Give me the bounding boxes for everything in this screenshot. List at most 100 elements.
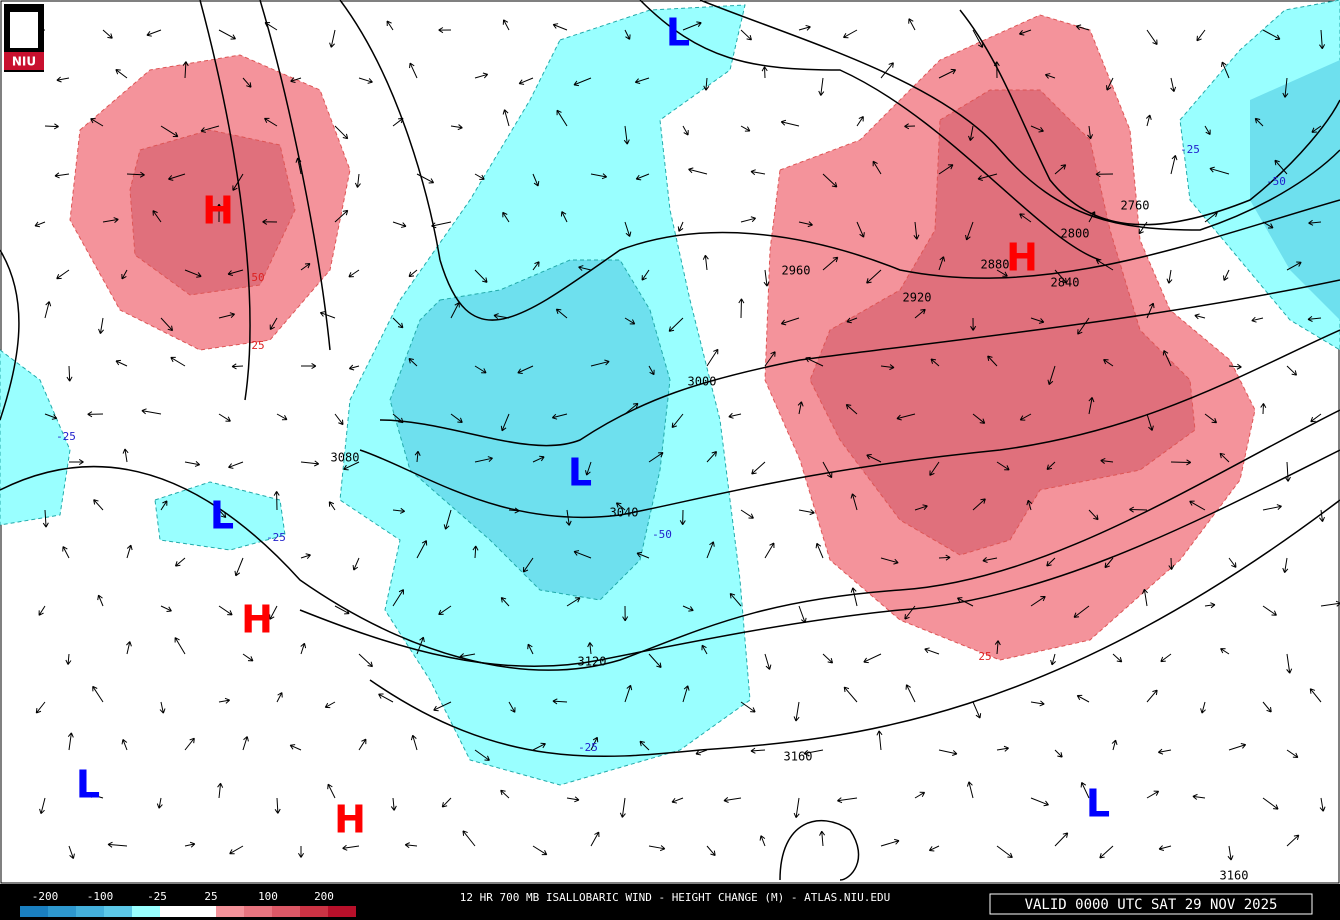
wind-arrow [573,550,592,559]
wind-arrow [590,736,599,751]
wind-arrow [414,450,421,463]
wind-arrow [229,845,244,855]
wind-arrow [587,642,594,655]
wind-arrow [856,221,865,238]
wind-arrow [1308,219,1322,226]
wind-arrow [1054,749,1063,758]
wind-arrow [566,597,581,607]
wind-arrow [1282,77,1289,98]
wind-arrow [232,173,244,191]
wind-arrow [65,653,72,665]
high-center: H [1006,236,1038,280]
change-label: -50 [652,528,672,541]
wind-arrow [573,77,592,87]
logo-text: NIU [12,55,36,69]
wind-arrow [409,62,418,79]
wind-arrow [500,789,510,799]
wind-arrow [500,597,510,607]
wind-arrow [443,509,452,530]
wind-arrow [234,557,244,577]
wind-arrow [1251,316,1264,323]
wind-arrow [797,401,804,415]
wind-arrow [751,461,766,475]
wind-arrow [780,317,800,326]
wind-arrow [146,29,162,37]
wind-arrow [1129,506,1148,513]
wind-arrow [348,364,360,371]
wind-arrow [532,845,548,856]
wind-arrow [914,504,928,511]
wind-arrow [1307,315,1322,322]
wind-arrow [218,29,236,40]
wind-arrow [184,461,201,467]
wind-arrow [358,738,367,751]
wind-arrow [68,458,84,466]
wind-arrow [1262,221,1274,229]
wind-arrow [1311,125,1322,133]
wind-arrow [622,605,629,622]
wind-arrow [639,740,650,751]
wind-arrow [1142,588,1148,607]
change-label: -25 [56,430,76,443]
contour-label: 2920 [903,291,932,305]
wind-arrow [965,221,974,241]
wind-arrow [88,792,104,799]
wind-arrow [532,261,540,271]
wind-arrow [1044,73,1056,79]
wind-arrow [262,218,278,225]
wind-arrow [392,117,404,127]
wind-arrow [218,509,227,519]
wind-arrow [1309,688,1322,703]
wind-arrow [993,61,1000,79]
wind-arrow [1019,213,1032,223]
wind-arrow [1145,114,1152,127]
change-labels: 50 25 -25 -25 -50 -25 25 -25 -50 [56,143,1286,754]
wind-arrow [880,838,900,847]
wind-arrow [706,845,716,857]
wind-arrow [517,365,534,374]
wind-arrow [1223,269,1230,281]
wind-arrow [1030,700,1045,707]
wind-arrow [585,461,592,476]
wind-arrow [168,173,186,181]
wind-arrow [184,841,196,848]
wind-arrow [115,359,128,367]
wind-arrow [269,605,278,620]
wind-arrow [122,448,129,463]
wind-arrow [1146,790,1160,799]
wind-arrow [1106,77,1114,91]
wind-arrow [1319,797,1326,812]
wind-arrow [102,29,113,39]
wind-arrow [1254,117,1264,127]
wind-arrow [329,29,336,48]
wind-arrow [218,697,230,704]
wind-arrow [805,356,824,367]
wind-arrow [682,605,694,612]
wind-arrow [1319,29,1326,50]
wind-arrow [843,29,858,39]
wind-arrow [242,77,252,88]
wind-arrow [174,637,186,655]
wind-arrow [242,736,249,751]
wind-arrow [231,363,244,370]
wind-arrow [972,498,986,511]
wind-arrow [218,413,231,422]
wind-arrow [160,500,168,511]
wind-arrow [532,173,540,187]
wind-arrow [904,605,916,620]
wind-arrow [38,605,46,616]
wind-arrow [1200,701,1206,714]
wind-arrow [843,686,858,703]
wind-arrow [295,157,302,175]
wind-arrow [977,173,998,181]
wind-arrow [300,363,317,370]
wind-arrow [1286,749,1299,758]
wind-arrow [66,365,73,382]
height-contours [0,0,1340,881]
wind-arrow [474,72,489,79]
wind-arrow [160,125,179,138]
wind-arrow [1104,557,1114,569]
wind-arrow [1030,797,1049,807]
wind-arrow [876,730,883,751]
wind-arrow [532,742,546,751]
